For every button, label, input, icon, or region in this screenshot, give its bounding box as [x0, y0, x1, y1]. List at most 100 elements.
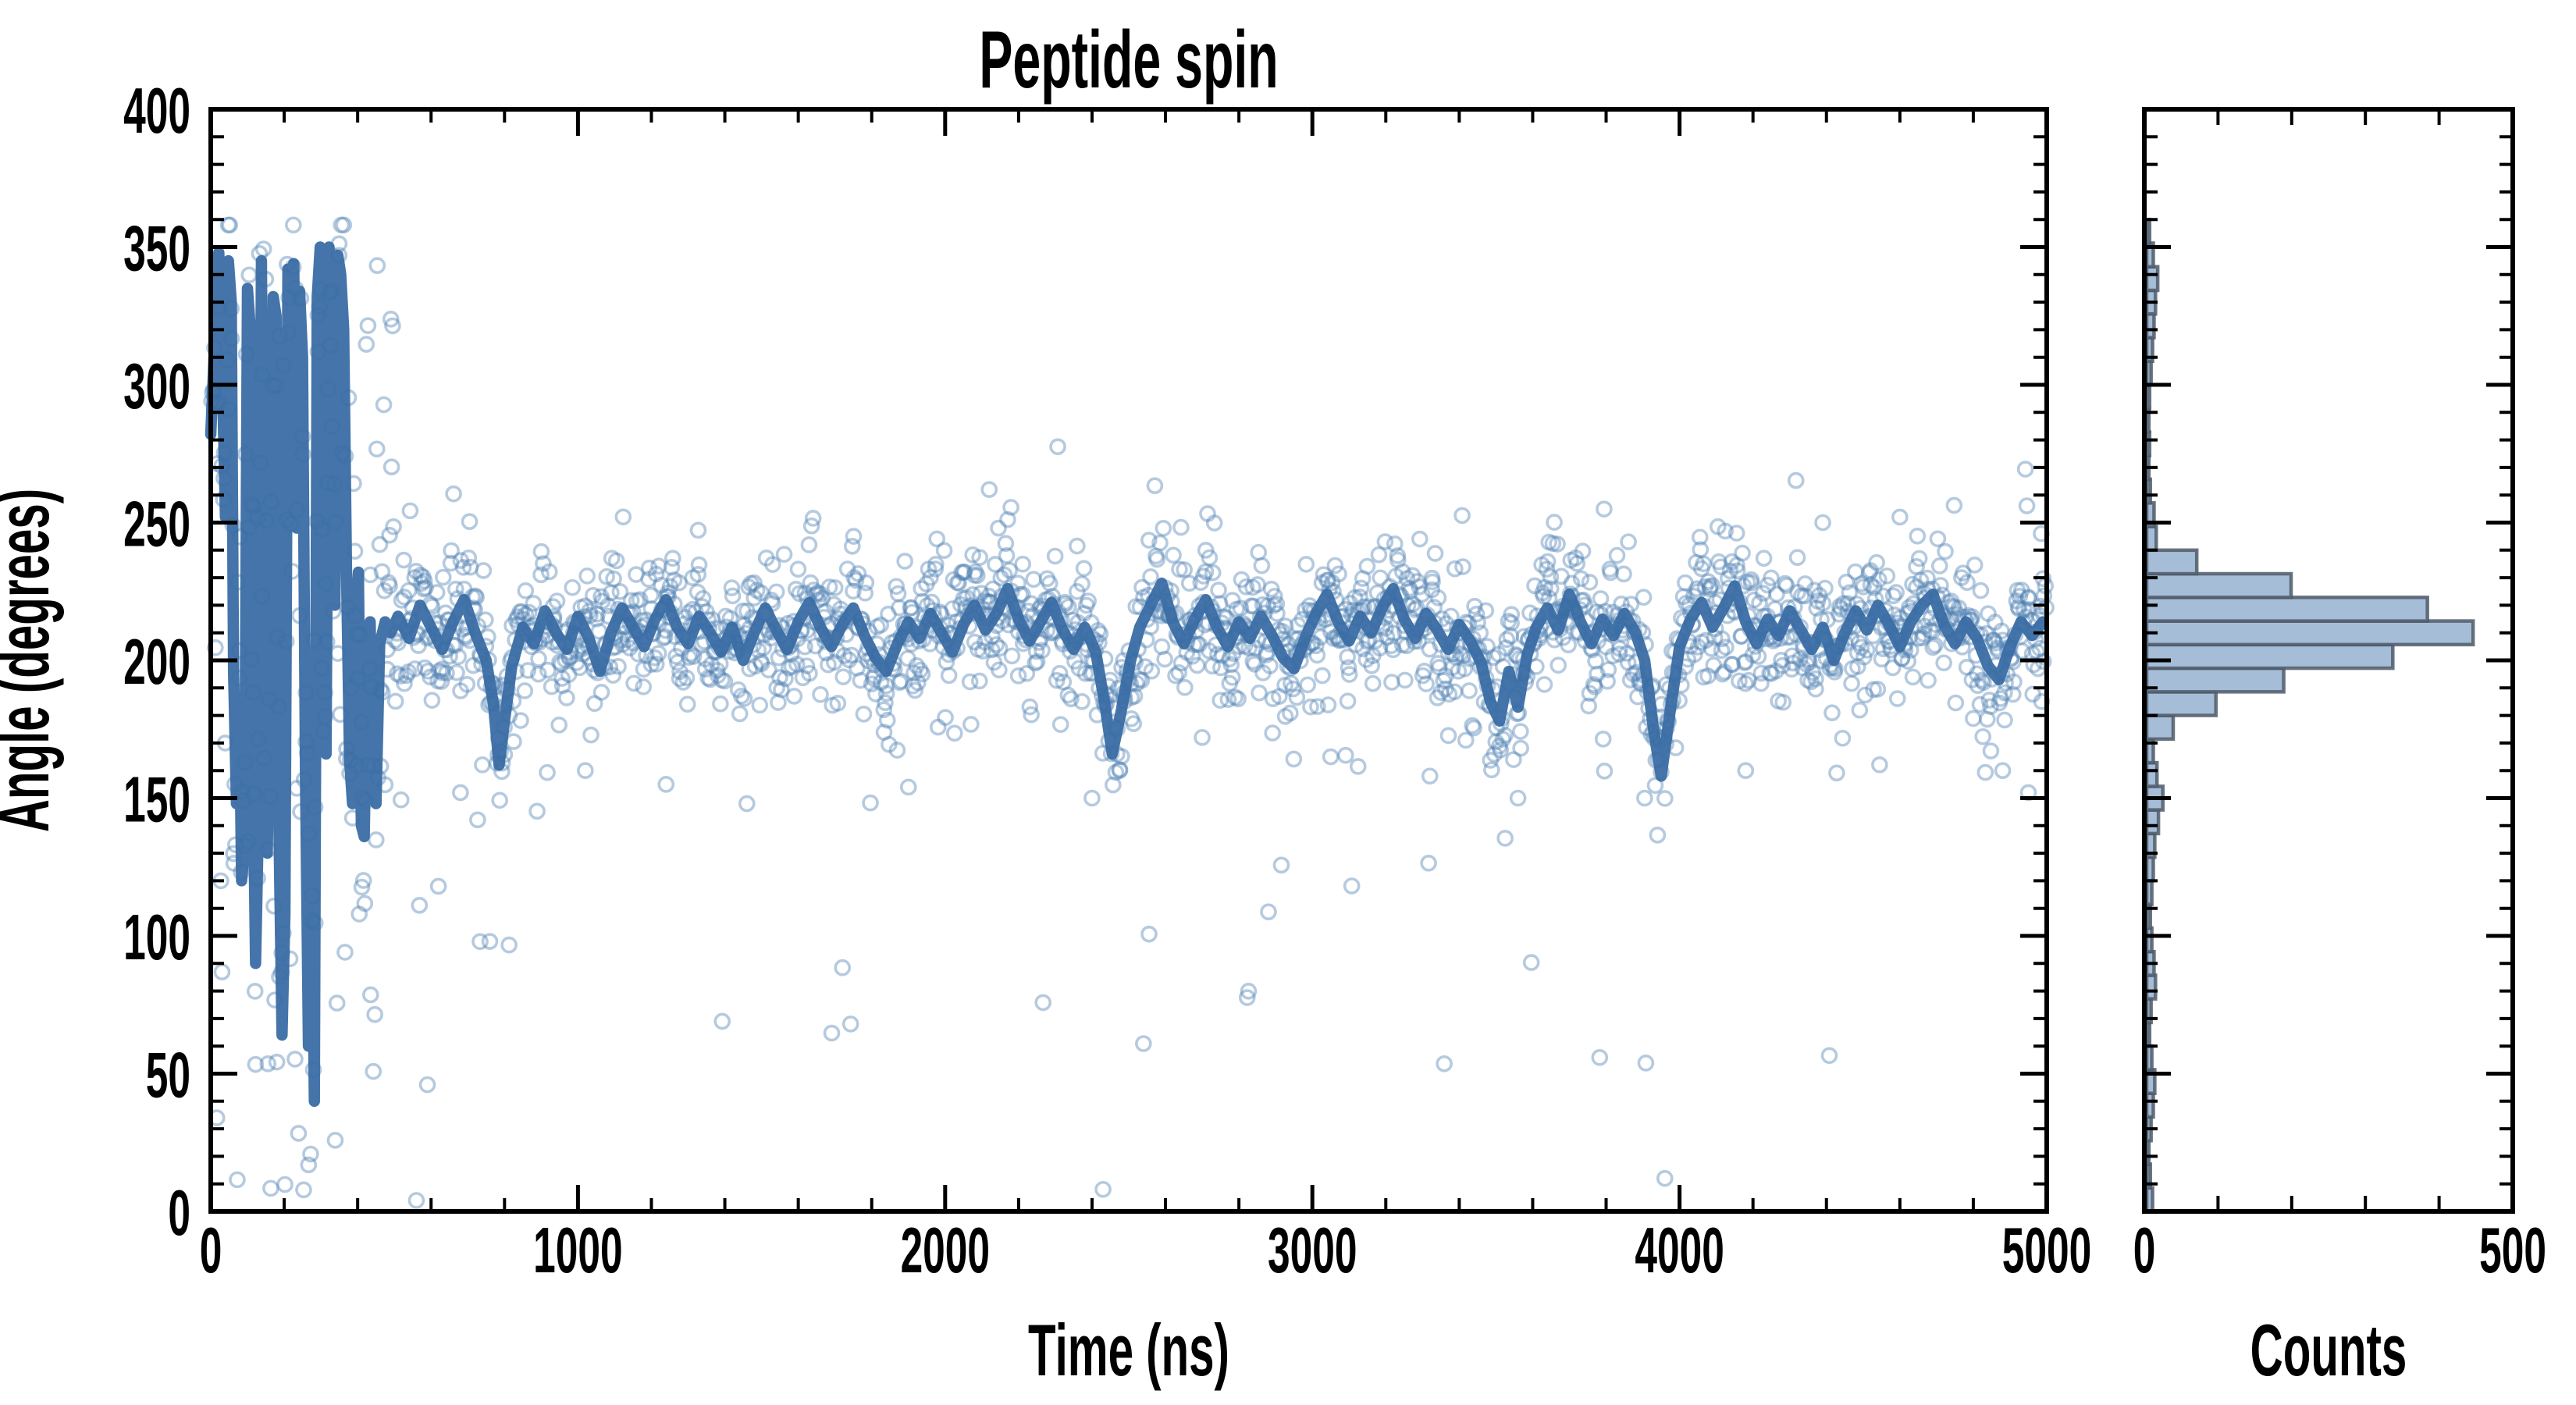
scatter-point [862, 794, 879, 812]
scatter-point [1382, 637, 1400, 654]
scatter-point [1982, 698, 1999, 715]
scatter-point [1724, 656, 1742, 674]
scatter-point [1713, 642, 1731, 660]
scatter-point [1677, 574, 1694, 592]
scatter-point [1421, 767, 1439, 785]
scatter-point [775, 546, 793, 563]
scatter-point [1435, 672, 1453, 689]
scatter-point [773, 681, 790, 699]
y-tick-label: 300 [123, 349, 190, 422]
scatter-point [1425, 599, 1443, 616]
scatter-point [1312, 628, 1329, 646]
scatter-point [1534, 584, 1552, 602]
scatter-point [1315, 566, 1332, 583]
scatter-point [400, 663, 417, 681]
scatter-point [802, 574, 820, 592]
scatter-point [1927, 636, 1944, 654]
scatter-point [709, 667, 727, 685]
scatter-point [1580, 697, 1598, 715]
scatter-point [1975, 674, 1992, 692]
scatter-point [1397, 671, 1414, 689]
scatter-point [1512, 739, 1529, 757]
scatter-point [592, 588, 610, 606]
scatter-point [1568, 555, 1586, 572]
scatter-point [452, 784, 469, 802]
scatter-point [1240, 983, 1258, 1000]
scatter-point [1339, 692, 1357, 710]
scatter-point [551, 653, 568, 670]
scatter-point [1767, 600, 1784, 617]
scatter-point [419, 662, 437, 680]
scatter-point [684, 600, 702, 618]
scatter-point [432, 673, 450, 690]
histogram-bar [2144, 1044, 2154, 1072]
scatter-point [356, 895, 374, 912]
scatter-point [628, 592, 646, 610]
scatter-point [1073, 693, 1091, 710]
scatter-point [393, 592, 411, 609]
scatter-point [826, 579, 844, 596]
scatter-point [1049, 438, 1066, 456]
scatter-point [800, 536, 818, 553]
scatter-point [365, 1062, 382, 1080]
scatter-point [2005, 673, 2023, 691]
scatter-point [1674, 588, 1692, 606]
scatter-point [1874, 640, 1892, 657]
scatter-point [1963, 671, 1981, 688]
scatter-point [1831, 598, 1848, 615]
scatter-point [738, 603, 756, 620]
scatter-point [1505, 751, 1522, 768]
scatter-point [2019, 589, 2037, 607]
scatter-point [1807, 670, 1824, 688]
scatter-point [1359, 598, 1377, 615]
scatter-point [1828, 764, 1845, 782]
scatter-point [361, 986, 379, 1004]
scatter-point [1167, 667, 1184, 685]
scatter-point [1378, 628, 1396, 646]
scatter-point [1038, 570, 1056, 588]
scatter-point [642, 586, 660, 604]
scatter-point [1678, 594, 1695, 612]
scatter-point [955, 564, 973, 581]
scatter-point [1107, 763, 1125, 781]
scatter-point [219, 216, 237, 234]
scatter-point [1799, 671, 1816, 689]
scatter-point [696, 650, 714, 668]
scatter-point [1697, 631, 1715, 649]
scatter-point [843, 646, 860, 664]
scatter-point [578, 567, 596, 585]
scatter-point [1497, 639, 1515, 656]
scatter-point [1969, 677, 1987, 695]
scatter-point [1904, 575, 1921, 593]
scatter-point [507, 611, 525, 628]
scatter-point [1816, 579, 1834, 597]
histogram-bar [2144, 926, 2154, 954]
scatter-point [1195, 567, 1212, 585]
scatter-point [1354, 570, 1372, 587]
histogram-bar [2144, 548, 2199, 576]
histogram-bar [2144, 973, 2158, 1001]
scatter-point [509, 608, 526, 625]
scatter-point [980, 587, 998, 605]
scatter-point [1820, 1047, 1838, 1065]
scatter-point [908, 657, 926, 674]
scatter-point [571, 659, 589, 677]
scatter-point [1413, 585, 1431, 603]
scatter-point [1469, 614, 1486, 631]
scatter-point [973, 585, 990, 602]
scatter-point [1727, 525, 1745, 542]
scatter-point [825, 596, 843, 614]
scatter-point [657, 776, 675, 793]
scatter-point [1309, 698, 1326, 715]
scatter-point [961, 673, 979, 691]
scatter-point [1034, 994, 1052, 1012]
scatter-point [422, 668, 439, 686]
scatter-point [717, 607, 735, 625]
scatter-point [1148, 550, 1166, 568]
scatter-point [448, 663, 465, 681]
scatter-point [632, 591, 649, 608]
scatter-point [745, 589, 763, 606]
scatter-point [1522, 954, 1540, 971]
scatter-point [1862, 562, 1880, 579]
scatter-point [998, 546, 1016, 564]
